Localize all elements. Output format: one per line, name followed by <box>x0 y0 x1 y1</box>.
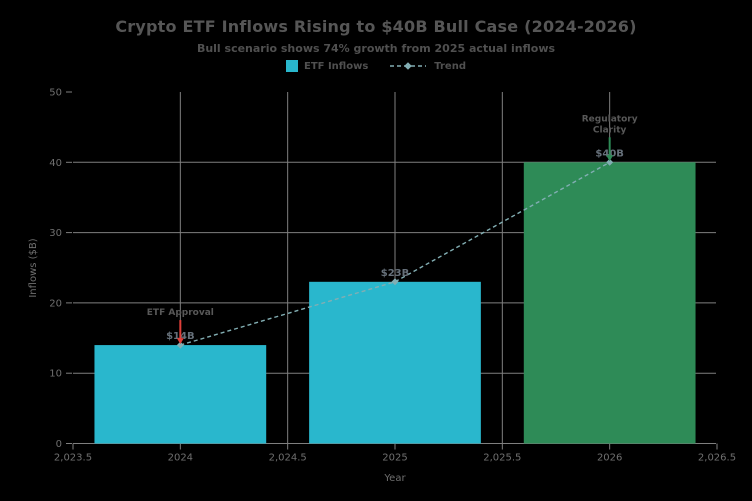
x-tick-label: 2024 <box>168 453 193 464</box>
annotation-arrow-head <box>176 338 184 345</box>
annotation-text: ETF Approval <box>147 308 214 318</box>
x-tick-label: 2026 <box>597 453 622 464</box>
x-tick-label: 2,025.5 <box>483 453 521 464</box>
trend-line <box>180 161 611 346</box>
x-axis-title: Year <box>383 473 406 484</box>
x-tick-label: 2025 <box>382 453 407 464</box>
bar-2025 <box>309 281 481 444</box>
chart-subtitle: Bull scenario shows 74% growth from 2025… <box>196 42 556 55</box>
legend-label-etf-inflows: ETF Inflows <box>304 60 369 72</box>
trend-marker <box>606 158 614 166</box>
y-tick-label: 30 <box>49 228 62 239</box>
annotation-text: Regulatory <box>582 114 638 124</box>
y-tick-label: 0 <box>56 439 62 450</box>
y-axis-title: Inflows ($B) <box>28 238 39 297</box>
bar-2024 <box>94 345 267 444</box>
y-tick-label: 50 <box>49 88 62 99</box>
x-tick-label: 2,024.5 <box>269 453 307 464</box>
annotation-arrow-head <box>606 155 614 162</box>
y-tick-label: 20 <box>49 298 62 309</box>
trend-marker <box>391 278 399 286</box>
y-tick-label: 40 <box>49 158 62 169</box>
legend: ETF Inflows Trend <box>0 59 752 73</box>
bar-2026 <box>523 162 696 444</box>
y-tick-label: 10 <box>49 369 62 380</box>
trend-marker <box>176 341 184 349</box>
x-tick-label: 2,023.5 <box>54 453 92 464</box>
x-tick-label: 2,026.5 <box>698 453 736 464</box>
chart-title: Crypto ETF Inflows Rising to $40B Bull C… <box>115 17 637 36</box>
legend-trend-diamond-icon <box>404 62 413 70</box>
legend-label-trend: Trend <box>434 60 466 72</box>
bar-value-label: $23B <box>381 268 410 279</box>
legend-swatch-etf-inflows <box>286 60 298 72</box>
annotation-text: Clarity <box>593 125 627 135</box>
legend-trend-sample <box>390 62 427 70</box>
